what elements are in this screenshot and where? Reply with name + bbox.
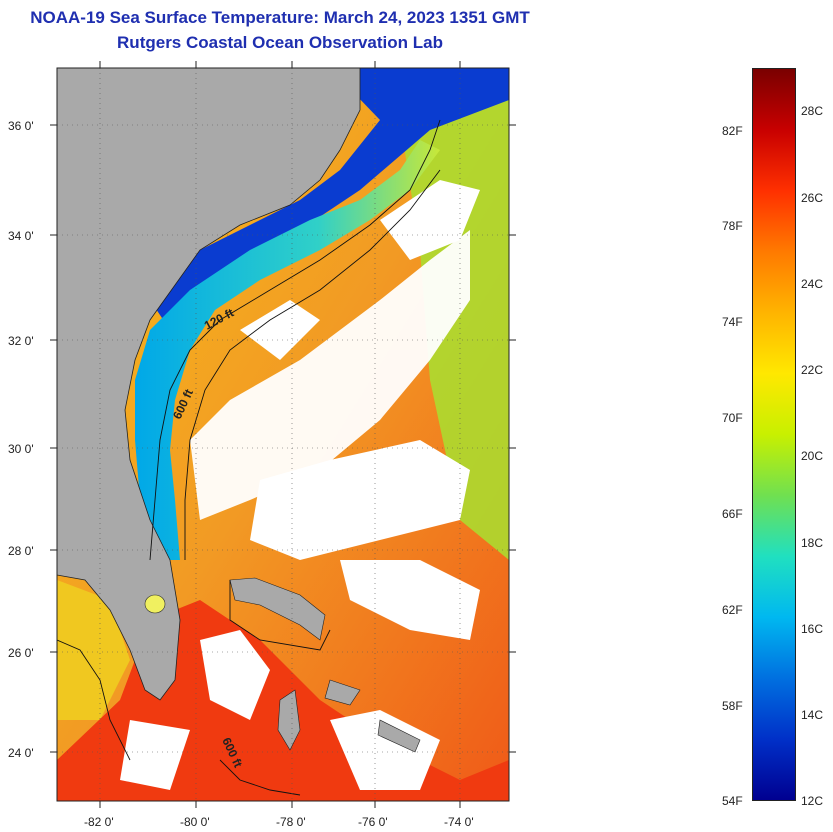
lat-label-28: 28 0' [8, 544, 34, 558]
lat-label-26: 26 0' [8, 646, 34, 660]
cb-label-28c: 28C [801, 104, 824, 118]
us-east-coast-land [57, 68, 361, 701]
cb-label-26c: 26C [801, 191, 824, 205]
lat-label-36: 36 0' [8, 119, 34, 133]
lon-label-80: -80 0' [180, 815, 210, 829]
cb-label-66f: 66F [722, 507, 743, 521]
map-frame [56, 67, 510, 802]
lat-label-34: 34 0' [8, 229, 34, 243]
lon-label-74: -74 0' [444, 815, 474, 829]
shelf-water [135, 140, 440, 560]
cb-label-22c: 22C [801, 363, 824, 377]
gulf-water [57, 580, 130, 720]
cb-label-12c: 12C [801, 794, 824, 808]
cb-label-74f: 74F [722, 315, 743, 329]
cb-label-62f: 62F [722, 603, 743, 617]
lat-label-24: 24 0' [8, 746, 34, 760]
cb-label-82f: 82F [722, 124, 743, 138]
cb-label-14c: 14C [801, 708, 824, 722]
lon-label-82: -82 0' [84, 815, 114, 829]
lat-label-32: 32 0' [8, 334, 34, 348]
cloud-cover [120, 180, 480, 790]
cb-label-24c: 24C [801, 277, 824, 291]
temperature-colorbar [752, 68, 796, 801]
cb-label-16c: 16C [801, 622, 824, 636]
cb-label-70f: 70F [722, 411, 743, 425]
bahamas-islands [229, 577, 421, 753]
cb-label-78f: 78F [722, 219, 743, 233]
map-subtitle: Rutgers Coastal Ocean Observation Lab [117, 33, 443, 52]
lon-label-76: -76 0' [358, 815, 388, 829]
lon-label-78: -78 0' [276, 815, 306, 829]
cb-label-20c: 20C [801, 449, 824, 463]
cb-label-18c: 18C [801, 536, 824, 550]
map-title: NOAA-19 Sea Surface Temperature: March 2… [30, 8, 530, 27]
lat-label-30: 30 0' [8, 442, 34, 456]
axis-ticks [50, 61, 516, 808]
cb-label-58f: 58F [722, 699, 743, 713]
cold-coastal-water [150, 68, 509, 330]
lake-okeechobee [144, 594, 166, 614]
lat-lon-grid [57, 68, 509, 801]
depth-contours [57, 119, 441, 796]
cb-label-54f: 54F [722, 794, 743, 808]
